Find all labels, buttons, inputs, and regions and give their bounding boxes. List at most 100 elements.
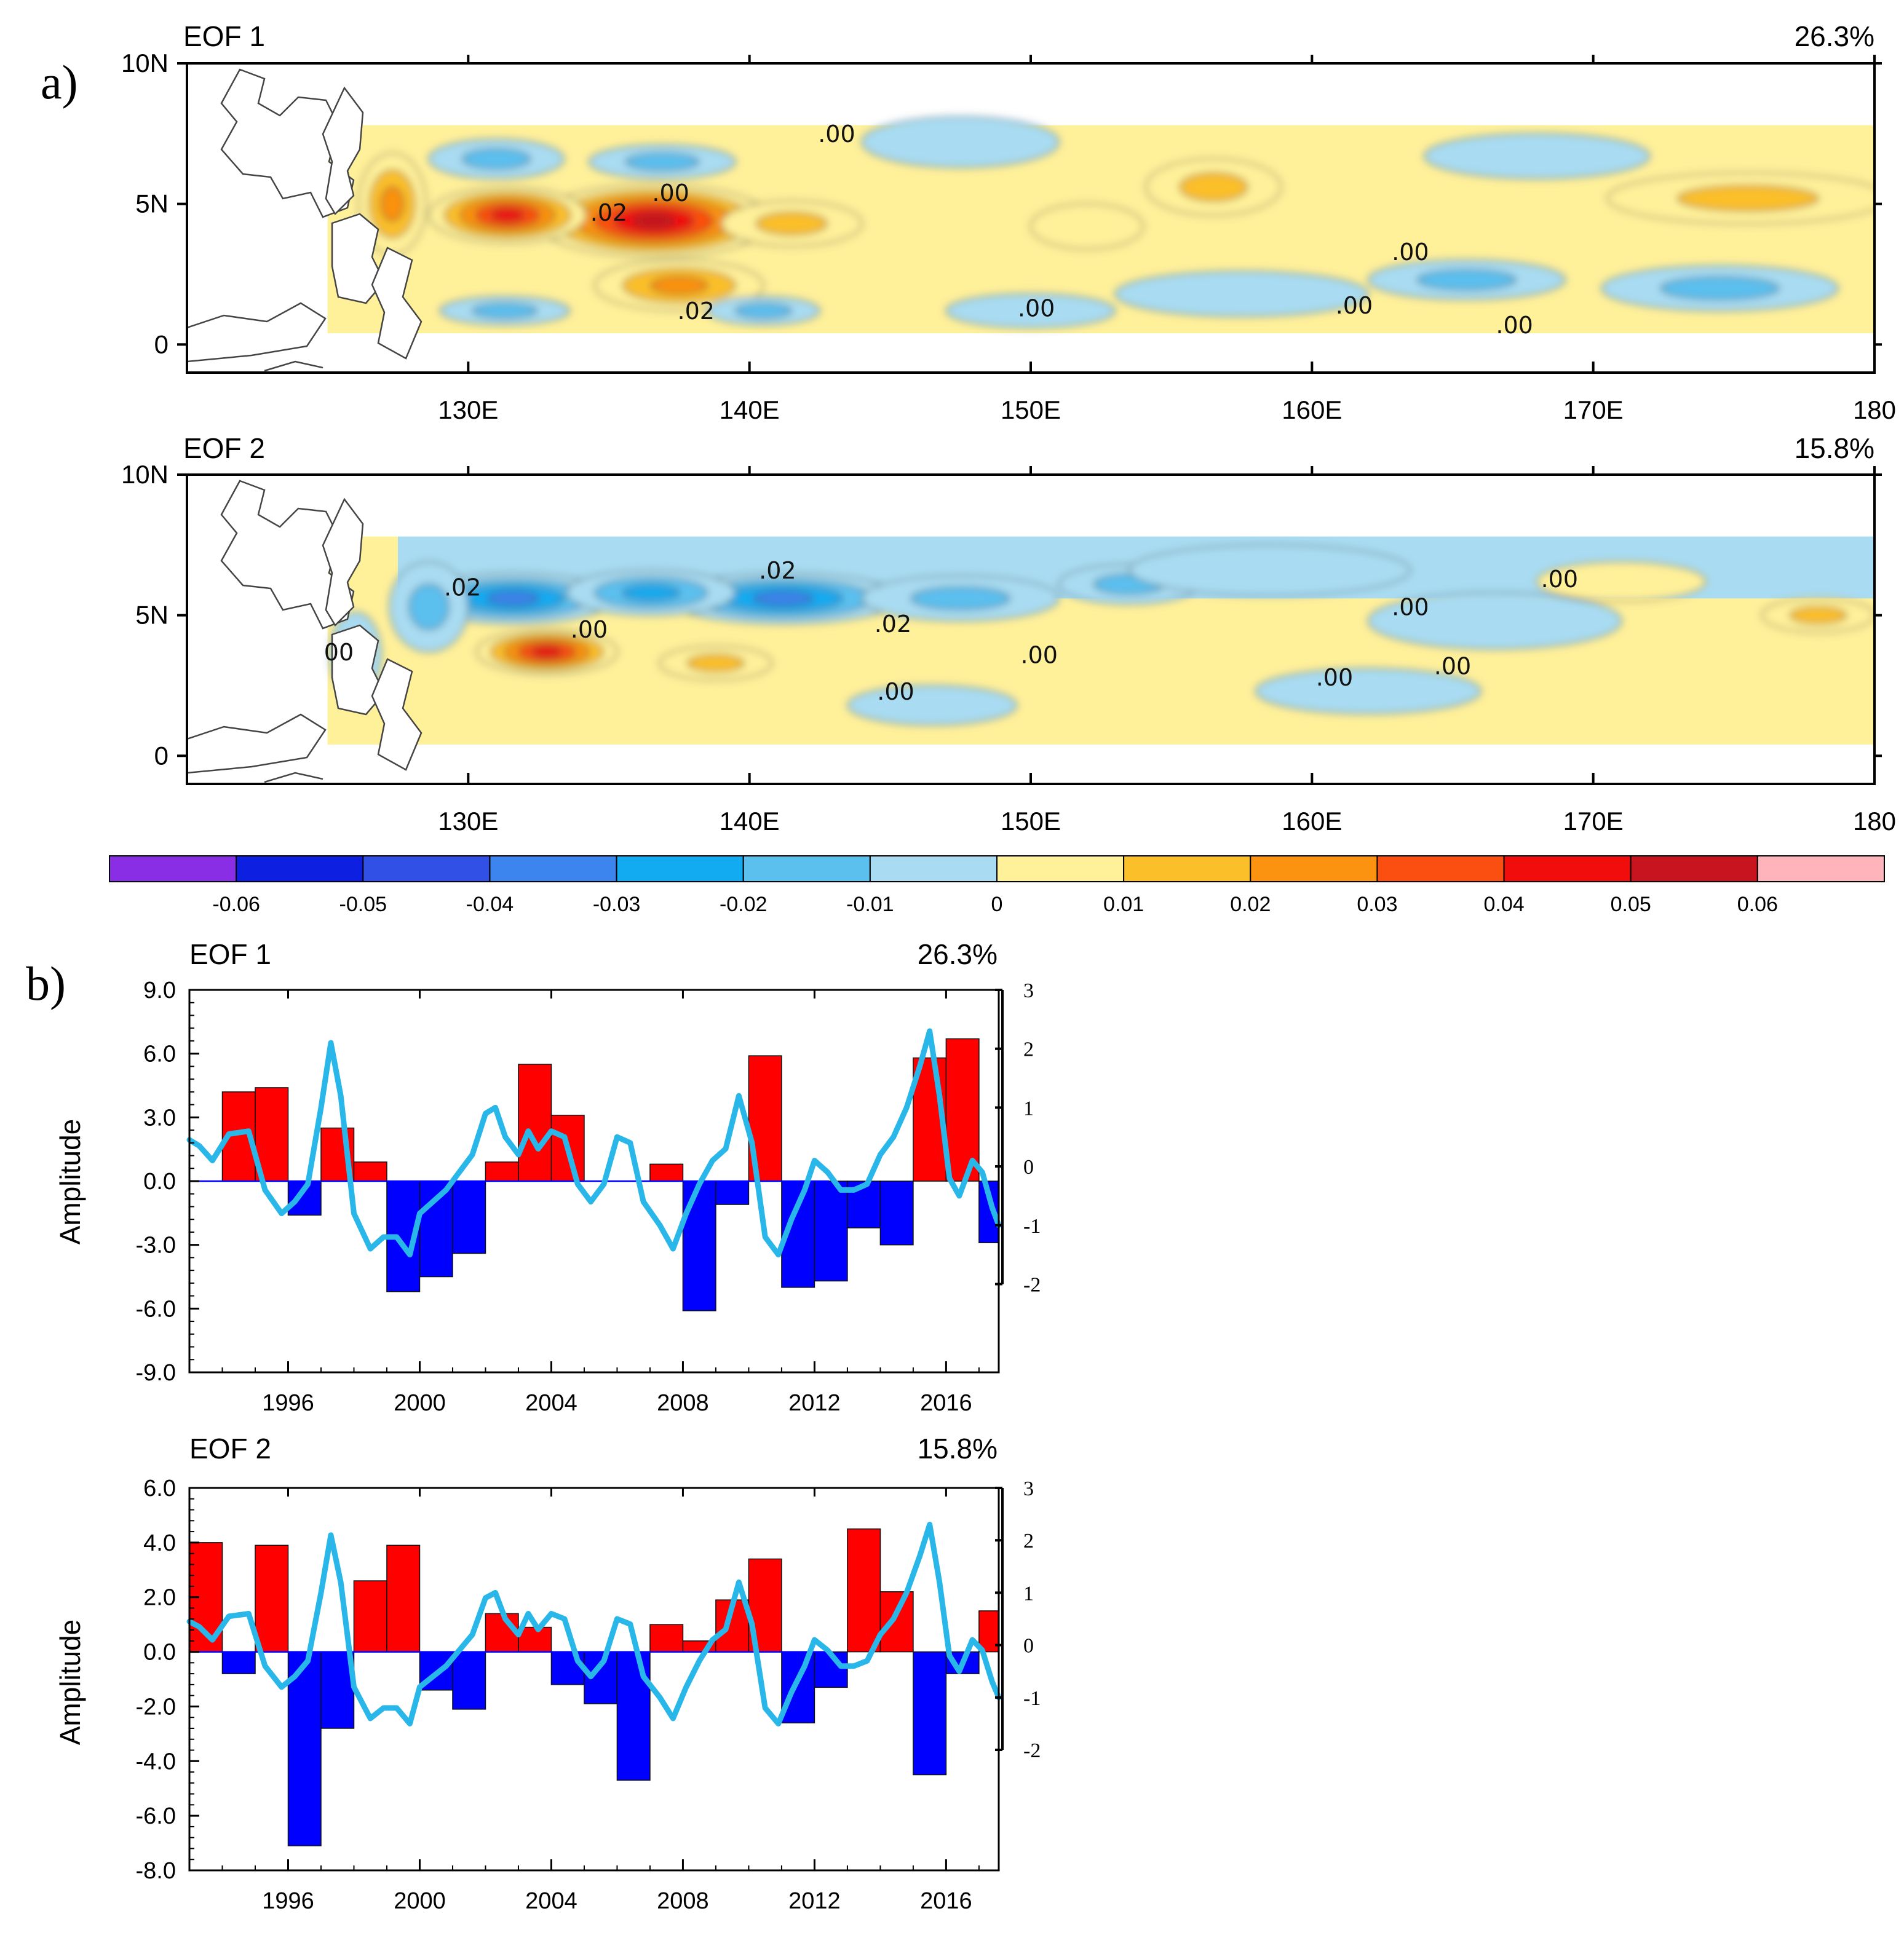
contour-label-0: .02: [759, 557, 796, 584]
bar-2003: [518, 1064, 552, 1182]
colorbar-box-7: [996, 855, 1125, 882]
contour-label-7: .00: [1434, 653, 1471, 680]
x-tick-label-4: 2012: [788, 1888, 841, 1914]
colorbar: -0.06 -0.05 -0.04 -0.03 -0.02 -0.01 0 0.01 0.02 0…: [109, 855, 1886, 916]
coastline-segment-5: [264, 360, 323, 372]
ts-eof1-plot: 9.0 6.0 3.0 0.0 -3.0 -6.0 -9.0 1996 2000 2004 2008…: [136, 978, 1041, 1416]
x-tick-label-4: 2012: [788, 1390, 841, 1416]
y-tick-label-2: 0: [154, 741, 169, 770]
y2-tick-label-2: 1: [1023, 1582, 1034, 1605]
field-contour-3-3: [650, 276, 708, 295]
y-tick-label-1: 6.0: [143, 1042, 176, 1067]
bars: [189, 1528, 999, 1846]
field-contour-15-1: [945, 293, 1116, 328]
y2-tick-label-4: -1: [1023, 1215, 1041, 1238]
contour-label-6: .00: [1021, 641, 1058, 668]
bar-2001: [452, 1651, 486, 1710]
x-tick-label-1: 140E: [720, 807, 780, 836]
contour-label-8: .00: [1316, 664, 1353, 691]
colorbar-label-0: -0.06: [212, 893, 260, 916]
field-contour-2-3: [380, 186, 405, 222]
coastline-segment-4: [187, 302, 327, 363]
map-eof1-variance: 26.3%: [1795, 20, 1874, 52]
colorbar-box-9: [1250, 855, 1378, 882]
bar-1996: [287, 1651, 322, 1846]
field-contour-13-1: [847, 684, 1018, 726]
field-contour-5-2: [462, 148, 531, 170]
contour-label-5: .00: [1336, 292, 1373, 319]
colorbar-box-11: [1503, 855, 1632, 882]
field-contour-17-1: [1424, 133, 1651, 180]
coastline-segment-5: [264, 772, 323, 783]
y2-tick-label-0: 3: [1023, 1477, 1034, 1500]
pc-line: [186, 1028, 1002, 1258]
field-contour-7-5: [532, 646, 562, 657]
colorbar-box-1: [236, 855, 364, 882]
colorbar-label-12: 0.06: [1737, 893, 1778, 916]
colorbar-box-5: [742, 855, 871, 882]
x-tick-label-1: 140E: [720, 395, 780, 424]
map-eof1-axes: 130E 140E 150E 160E 170E 180 10N 5N 0: [121, 49, 1896, 424]
contour-label-3: .02: [875, 611, 911, 638]
bar-1998: [353, 1580, 387, 1653]
x-tick-label-0: 1996: [262, 1390, 314, 1416]
y-tick-label-1: 5N: [135, 189, 169, 218]
ts-eof2-ylabel: Amplitude: [54, 1620, 86, 1746]
y2-tick-label-3: 0: [1023, 1156, 1034, 1179]
contour-label-2: .02: [590, 199, 627, 226]
panel-a-label: a): [41, 55, 78, 109]
x-tick-label-0: 130E: [438, 807, 498, 836]
x-tick-label-3: 160E: [1282, 807, 1342, 836]
colorbar-box-8: [1123, 855, 1251, 882]
field-contour-8-2: [687, 654, 745, 673]
contour-label-3: .02: [678, 298, 715, 325]
bar-1995: [255, 1544, 289, 1653]
x-tick-label-3: 160E: [1282, 395, 1342, 424]
field-contour-12-2: [1416, 269, 1517, 291]
x-tick-label-4: 170E: [1563, 807, 1624, 836]
map-eof2: EOF 2 15.8% .02 .02 .00 .02 .00 .00 .00 .00 .00.…: [121, 432, 1896, 836]
ts-eof2-plot: 6.0 4.0 2.0 0.0 -2.0 -4.0 -6.0 -8.0 1996 2000 2004…: [136, 1476, 1041, 1914]
timeseries-eof1: EOF 1 26.3% Amplitude 9.0 6.0 3.0 0.0 -3.0 -6…: [54, 938, 1041, 1416]
bar-1999: [386, 1544, 421, 1653]
map-eof2-coastline: [187, 480, 422, 783]
ts-eof2-title: EOF 2: [189, 1433, 271, 1465]
colorbar-label-4: -0.02: [720, 893, 768, 916]
colorbar-label-1: -0.05: [339, 893, 387, 916]
y-tick-label-3: 0.0: [143, 1169, 176, 1195]
y-tick-label-2: 2.0: [143, 1585, 176, 1611]
x-tick-label-2: 150E: [1001, 807, 1061, 836]
x-tick-label-3: 2008: [657, 1390, 709, 1416]
timeseries-eof2: EOF 2 15.8% Amplitude 6.0 4.0 2.0 0.0 -2.0 -4…: [54, 1433, 1041, 1914]
y2-tick-label-0: 3: [1023, 979, 1034, 1002]
field-contour-10-1: [1536, 561, 1707, 602]
bar-2012: [814, 1651, 848, 1688]
contour-label-0: .00: [818, 121, 855, 148]
colorbar-label-5: -0.01: [846, 893, 894, 916]
y2-tick-label-1: 2: [1023, 1530, 1034, 1552]
y-tick-label-0: 10N: [121, 49, 169, 77]
colorbar-label-10: 0.04: [1483, 893, 1524, 916]
y2-tick-label-2: 1: [1023, 1097, 1034, 1120]
bar-2001: [452, 1181, 486, 1254]
contour-label-6: .00: [1496, 312, 1533, 339]
coastline-segment-1: [322, 86, 364, 216]
map-eof1-contour-labels: .00 .00 .02 .02 .00 .00 .00 .00: [590, 121, 1533, 339]
ts-eof1-ylabel: Amplitude: [54, 1119, 86, 1245]
map-eof1-coastline: [187, 68, 422, 372]
x-tick-label-1: 2000: [394, 1888, 446, 1914]
bar-2002: [485, 1161, 519, 1182]
field-contour-14-1: [1114, 271, 1369, 317]
x-tick-label-5: 180: [1853, 807, 1896, 836]
contour-label-2: .00: [571, 616, 608, 643]
bar-2008: [682, 1181, 716, 1311]
coastline-segment-3: [371, 658, 422, 771]
map-eof2-field: [327, 536, 1874, 745]
bar-2016: [945, 1038, 980, 1182]
y-tick-label-6: -9.0: [136, 1360, 176, 1386]
y-tick-label-5: -6.0: [136, 1296, 176, 1322]
bar-2012: [814, 1181, 848, 1282]
y2-tick-label-5: -2: [1023, 1273, 1041, 1296]
contour-label-4: .00: [1392, 239, 1429, 266]
